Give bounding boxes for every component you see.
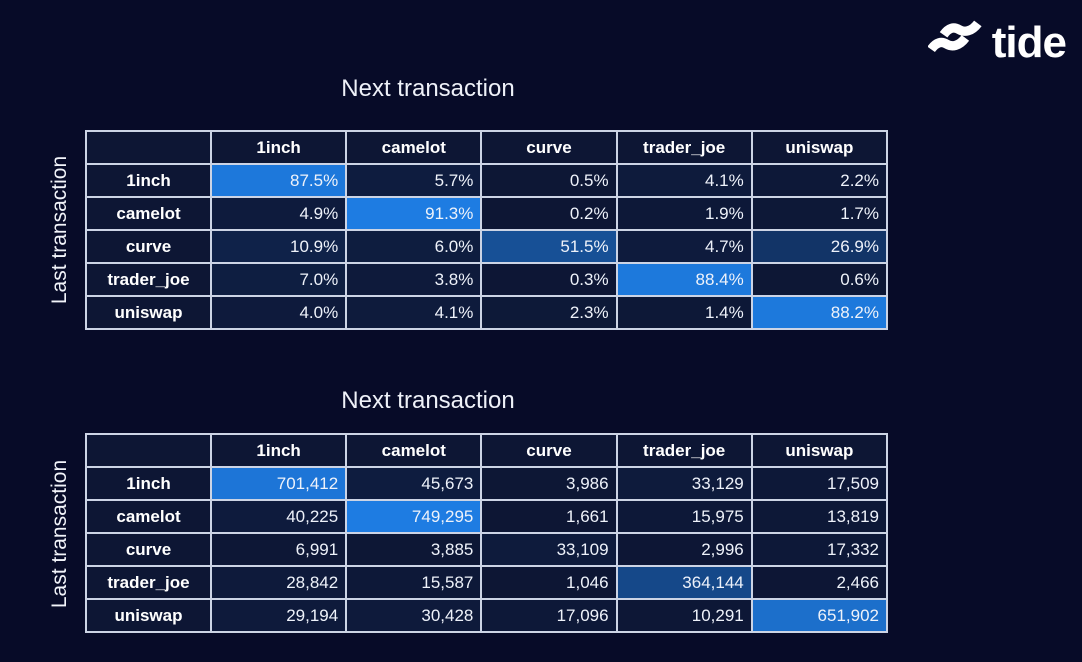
y-axis-label-count-table: Last transaction [48, 459, 71, 609]
y-axis-label-percent-table: Last transaction [48, 155, 71, 305]
heatmap-cell: 0.3% [480, 262, 618, 297]
heatmap-cell: 1,661 [480, 499, 618, 534]
heatmap-cell: 10.9% [209, 229, 348, 264]
heatmap-cell: 51.5% [480, 229, 618, 264]
heatmap-cell: 364,144 [615, 565, 753, 600]
heatmap-cell: 5.7% [345, 163, 483, 198]
heatmap-cell: 88.4% [615, 262, 753, 297]
header-row: 1inch camelot curve trader_joe uniswap [85, 433, 889, 468]
heatmap-cell: 91.3% [345, 196, 483, 231]
heatmap-cell: 1.9% [615, 196, 753, 231]
table-row: uniswap 29,194 30,428 17,096 10,291 651,902 [85, 598, 889, 633]
heatmap-cell: 26.9% [750, 229, 889, 264]
transition-count-table: 1inch camelot curve trader_joe uniswap 1inch… [85, 433, 889, 633]
header-row: 1inch camelot curve trader_joe uniswap [85, 130, 889, 165]
heatmap-cell: 1.4% [615, 295, 753, 330]
heatmap-cell: 4.0% [209, 295, 348, 330]
column-header-uniswap: uniswap [750, 130, 889, 165]
row-header-curve: curve [85, 532, 212, 567]
logo-text: tide [991, 17, 1067, 67]
table-row: trader_joe 28,842 15,587 1,046 364,144 2,466 [85, 565, 889, 600]
heatmap-cell: 6,991 [209, 532, 348, 567]
heatmap-cell: 87.5% [209, 163, 348, 198]
column-header-uniswap: uniswap [750, 433, 889, 468]
column-header-1inch: 1inch [209, 433, 348, 468]
column-header-trader_joe: trader_joe [615, 433, 753, 468]
heatmap-cell: 2,466 [750, 565, 889, 600]
heatmap-cell: 1.7% [750, 196, 889, 231]
heatmap-cell: 2,996 [615, 532, 753, 567]
column-header-camelot: camelot [345, 433, 483, 468]
heatmap-cell: 17,509 [750, 466, 889, 501]
heatmap-cell: 0.2% [480, 196, 618, 231]
column-header-curve: curve [480, 433, 618, 468]
table-row: uniswap 4.0% 4.1% 2.3% 1.4% 88.2% [85, 295, 889, 330]
heatmap-cell: 4.1% [345, 295, 483, 330]
heatmap-cell: 701,412 [209, 466, 348, 501]
heatmap-cell: 1,046 [480, 565, 618, 600]
heatmap-cell: 4.7% [615, 229, 753, 264]
heatmap-cell: 13,819 [750, 499, 889, 534]
heatmap-cell: 651,902 [750, 598, 889, 633]
heatmap-cell: 2.3% [480, 295, 618, 330]
x-axis-label-count-table: Next transaction [341, 387, 515, 414]
corner-cell [85, 433, 212, 468]
table-row: 1inch 701,412 45,673 3,986 33,129 17,509 [85, 466, 889, 501]
heatmap-cell: 88.2% [750, 295, 889, 330]
heatmap-cell: 17,332 [750, 532, 889, 567]
corner-cell [85, 130, 212, 165]
tide-logo: tide [927, 16, 1067, 69]
heatmap-cell: 749,295 [345, 499, 483, 534]
row-header-uniswap: uniswap [85, 295, 212, 330]
heatmap-cell: 30,428 [345, 598, 483, 633]
row-header-camelot: camelot [85, 499, 212, 534]
row-header-trader_joe: trader_joe [85, 565, 212, 600]
column-header-curve: curve [480, 130, 618, 165]
heatmap-cell: 29,194 [209, 598, 348, 633]
table-row: 1inch 87.5% 5.7% 0.5% 4.1% 2.2% [85, 163, 889, 198]
table-row: curve 6,991 3,885 33,109 2,996 17,332 [85, 532, 889, 567]
tide-waves-icon [927, 16, 982, 69]
heatmap-cell: 40,225 [209, 499, 348, 534]
row-header-1inch: 1inch [85, 163, 212, 198]
heatmap-cell: 7.0% [209, 262, 348, 297]
heatmap-cell: 4.1% [615, 163, 753, 198]
heatmap-cell: 28,842 [209, 565, 348, 600]
row-header-trader_joe: trader_joe [85, 262, 212, 297]
table-row: curve 10.9% 6.0% 51.5% 4.7% 26.9% [85, 229, 889, 264]
heatmap-cell: 0.6% [750, 262, 889, 297]
heatmap-cell: 15,587 [345, 565, 483, 600]
heatmap-cell: 15,975 [615, 499, 753, 534]
heatmap-cell: 4.9% [209, 196, 348, 231]
row-header-camelot: camelot [85, 196, 212, 231]
heatmap-cell: 33,129 [615, 466, 753, 501]
heatmap-cell: 6.0% [345, 229, 483, 264]
heatmap-cell: 3,986 [480, 466, 618, 501]
heatmap-cell: 33,109 [480, 532, 618, 567]
heatmap-cell: 45,673 [345, 466, 483, 501]
transition-probability-table: 1inch camelot curve trader_joe uniswap 1inch… [85, 130, 889, 330]
row-header-1inch: 1inch [85, 466, 212, 501]
column-header-camelot: camelot [345, 130, 483, 165]
table-row: trader_joe 7.0% 3.8% 0.3% 88.4% 0.6% [85, 262, 889, 297]
x-axis-label-percent-table: Next transaction [341, 75, 515, 102]
heatmap-cell: 17,096 [480, 598, 618, 633]
column-header-1inch: 1inch [209, 130, 348, 165]
row-header-uniswap: uniswap [85, 598, 212, 633]
heatmap-cell: 10,291 [615, 598, 753, 633]
table-row: camelot 4.9% 91.3% 0.2% 1.9% 1.7% [85, 196, 889, 231]
heatmap-cell: 0.5% [480, 163, 618, 198]
heatmap-cell: 2.2% [750, 163, 889, 198]
heatmap-cell: 3,885 [345, 532, 483, 567]
row-header-curve: curve [85, 229, 212, 264]
table-row: camelot 40,225 749,295 1,661 15,975 13,819 [85, 499, 889, 534]
column-header-trader_joe: trader_joe [615, 130, 753, 165]
heatmap-cell: 3.8% [345, 262, 483, 297]
